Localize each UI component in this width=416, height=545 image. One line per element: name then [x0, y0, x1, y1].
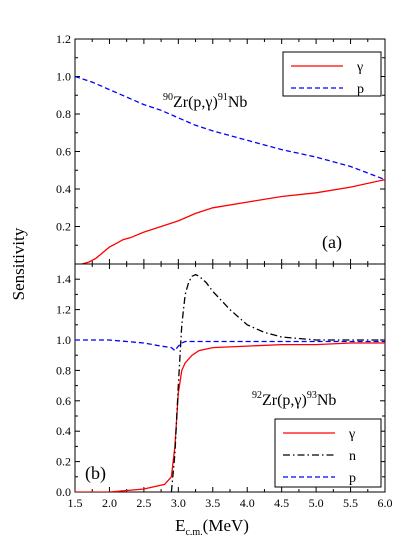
panel-tag: (a) [322, 232, 342, 253]
y-tick-label: 0.4 [56, 182, 71, 196]
reaction-target-mass: 92 [252, 390, 262, 401]
reaction-target-mass: 90 [163, 92, 173, 103]
x-tick-label: 3.0 [171, 496, 186, 510]
x-axis-title: Ec.m.(MeV) [175, 516, 249, 538]
panel-b: 0.0 0.2 0.4 0.6 0.8 1.0 1.2 1.4 1.5 2.0 2.5 3.0 3.5 4… [56, 263, 393, 510]
y-tick-label: 1.2 [56, 32, 71, 46]
reaction-label: 90Zr(p,γ)91Nb [163, 92, 247, 111]
reaction-product: Nb [317, 392, 337, 409]
x-tick-label: 2.5 [136, 496, 151, 510]
y-tick-label: 0.4 [56, 424, 71, 438]
panel-a: 0.2 0.4 0.6 0.8 1.0 1.2 γp 90Zr(p,γ)91Nb (a) [56, 32, 386, 265]
x-tick-label: 5.5 [343, 496, 358, 510]
x-tick-label: 4.5 [274, 496, 289, 510]
x-axis-title-unit: (MeV) [203, 516, 249, 535]
y-tick-label: 0.2 [56, 220, 71, 234]
legend-label: γ [356, 60, 363, 75]
legend-box [274, 418, 382, 488]
legend-label: γ [348, 427, 355, 442]
y-tick-label: 0.0 [56, 485, 71, 499]
reaction-product-mass: 91 [218, 92, 228, 103]
x-tick-label: 4.0 [240, 496, 255, 510]
legend-label: n [349, 449, 356, 464]
legend-label: p [349, 471, 356, 486]
x-axis-title-main: E [175, 516, 185, 535]
legend: γnp [274, 418, 382, 488]
reaction-product: Nb [228, 94, 248, 111]
y-tick-label: 0.6 [56, 145, 71, 159]
y-tick-label: 0.2 [56, 455, 71, 469]
x-tick-label: 5.0 [309, 496, 324, 510]
series-line-γ [81, 178, 385, 264]
plot-layer: 0.20.40.60.81.01.2γp90Zr(p,γ)91Nb(a)0.00… [56, 32, 393, 510]
series-line-n [170, 273, 385, 492]
y-tick-label: 0.6 [56, 394, 71, 408]
x-tick-label: 6.0 [378, 496, 393, 510]
panel-tag: (b) [85, 463, 106, 484]
y-tick-label: 1.0 [56, 333, 71, 347]
x-axis-title-subscript: c.m. [185, 527, 202, 538]
legend-label: p [357, 82, 364, 97]
reaction-label: 92Zr(p,γ)93Nb [252, 390, 336, 409]
x-tick-label: 1.5 [68, 496, 83, 510]
series-line-γ [75, 342, 385, 492]
y-axis-title: Sensitivity [9, 227, 28, 300]
legend: γp [282, 51, 382, 97]
series-line-p [75, 339, 385, 352]
y-tick-label: 1.0 [56, 70, 71, 84]
y-tick-label: 0.8 [56, 107, 71, 121]
y-tick-label: 1.2 [56, 303, 71, 317]
y-tick-label: 0.8 [56, 363, 71, 377]
y-tick-label: 1.4 [56, 272, 71, 286]
x-tick-label: 2.0 [102, 496, 117, 510]
reaction-target: Zr(p,γ) [262, 392, 307, 409]
x-tick-label: 3.5 [205, 496, 220, 510]
legend-box [282, 51, 382, 97]
reaction-product-mass: 93 [307, 390, 317, 401]
reaction-target: Zr(p,γ) [173, 94, 218, 111]
series-line-p [75, 75, 385, 181]
